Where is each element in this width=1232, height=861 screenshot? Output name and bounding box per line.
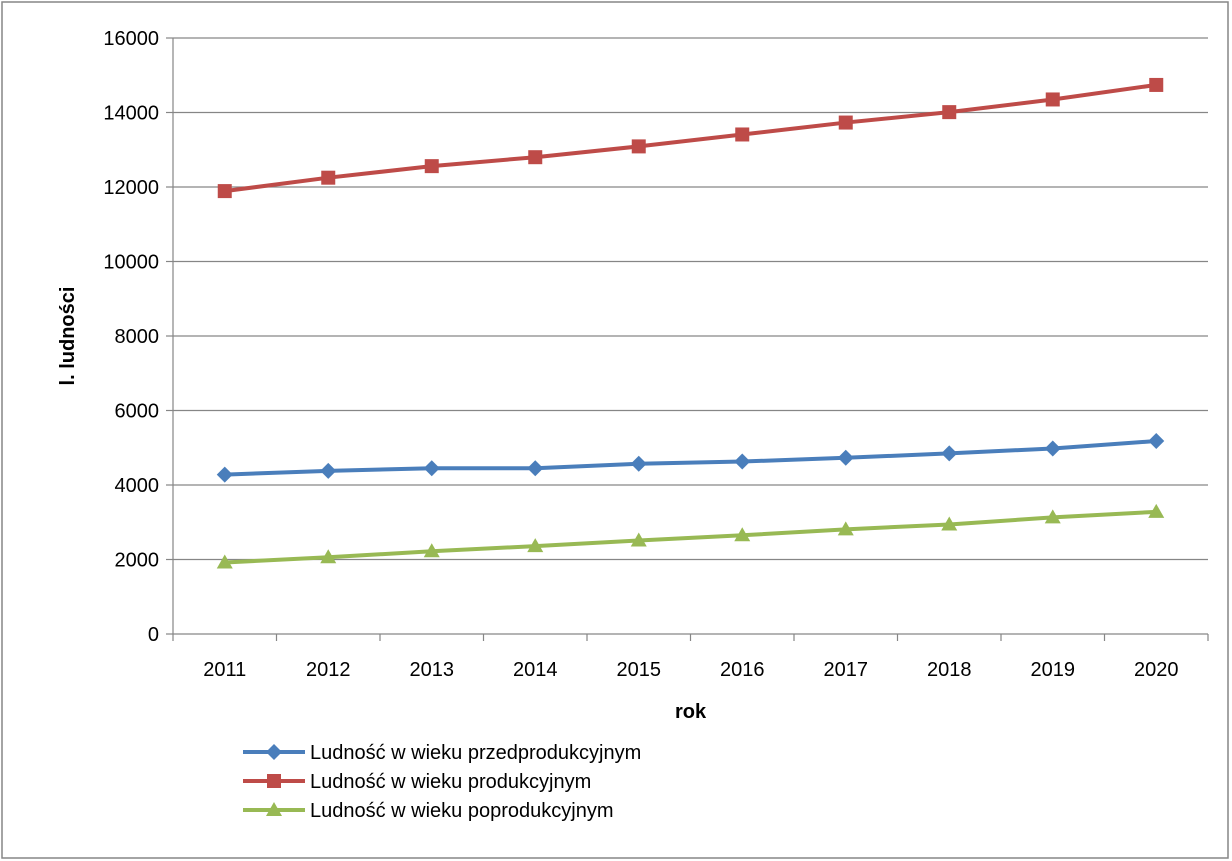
legend-marker — [266, 802, 282, 816]
data-point — [838, 115, 853, 130]
data-point — [320, 462, 337, 479]
x-tick-label: 2018 — [927, 659, 972, 681]
legend-marker — [267, 774, 281, 788]
x-tick-label: 2017 — [824, 659, 869, 681]
data-point — [321, 170, 336, 185]
data-point — [1149, 77, 1164, 92]
data-point — [423, 543, 440, 558]
data-point — [1148, 433, 1165, 450]
x-tick-label: 2019 — [1031, 659, 1076, 681]
data-point — [424, 159, 439, 174]
y-axis-title: l. ludności — [57, 287, 79, 386]
series-2 — [217, 77, 1164, 199]
y-tick-label: 8000 — [115, 326, 160, 348]
data-point — [837, 449, 854, 466]
data-point — [1045, 92, 1060, 107]
data-point — [527, 460, 544, 477]
legend-label: Ludność w wieku poprodukcyjnym — [310, 800, 614, 822]
legend-entry: Ludność w wieku poprodukcyjnym — [243, 800, 614, 822]
x-tick-label: 2013 — [410, 659, 455, 681]
gridlines — [173, 37, 1208, 561]
legend: Ludność w wieku przedprodukcyjnym Ludność… — [243, 742, 641, 822]
legend-entry: Ludność w wieku przedprodukcyjnym — [243, 742, 641, 764]
data-point — [216, 466, 233, 483]
x-tick-label: 2015 — [617, 659, 662, 681]
legend-entry: Ludność w wieku produkcyjnym — [243, 771, 591, 793]
data-point — [631, 139, 646, 154]
data-point — [423, 460, 440, 477]
data-point — [320, 549, 337, 564]
y-tick-label: 10000 — [103, 252, 159, 274]
data-point — [734, 453, 751, 470]
series-3 — [216, 503, 1165, 569]
legend-label: Ludność w wieku przedprodukcyjnym — [310, 742, 641, 764]
series-line — [224, 439, 1157, 477]
data-point — [837, 521, 854, 536]
x-tick-label: 2012 — [306, 659, 351, 681]
series-line — [224, 82, 1157, 194]
series-1 — [216, 433, 1165, 483]
data-point — [630, 455, 647, 472]
data-point — [217, 184, 232, 199]
x-axis-title: rok — [675, 701, 707, 723]
series-group — [216, 77, 1165, 569]
y-tick-label: 6000 — [115, 401, 160, 423]
x-tick-label: 2020 — [1134, 659, 1179, 681]
data-point — [1044, 440, 1061, 457]
data-point — [216, 554, 233, 569]
data-point — [1148, 503, 1165, 518]
y-tick-label: 12000 — [103, 177, 159, 199]
x-tick-label: 2011 — [203, 659, 246, 681]
data-point — [528, 150, 543, 165]
series-line — [224, 509, 1157, 565]
legend-label: Ludność w wieku produkcyjnym — [310, 771, 591, 793]
data-point — [941, 445, 958, 462]
y-tick-label: 2000 — [115, 550, 160, 572]
y-tick-label: 14000 — [103, 103, 159, 125]
y-tick-label: 4000 — [115, 475, 160, 497]
x-tick-label: 2014 — [513, 659, 558, 681]
x-tick-label: 2016 — [720, 659, 765, 681]
y-tick-label: 16000 — [103, 28, 159, 50]
data-point — [1044, 509, 1061, 524]
y-tick-label: 0 — [148, 624, 159, 646]
data-point — [527, 538, 544, 553]
data-point — [942, 105, 957, 120]
data-point — [734, 527, 751, 542]
data-point — [941, 516, 958, 531]
data-point — [735, 127, 750, 142]
legend-marker — [266, 744, 282, 760]
axes: 0 2000 4000 6000 8000 10000 12000 14000 16000 201… — [103, 28, 1209, 681]
data-point — [630, 532, 647, 547]
